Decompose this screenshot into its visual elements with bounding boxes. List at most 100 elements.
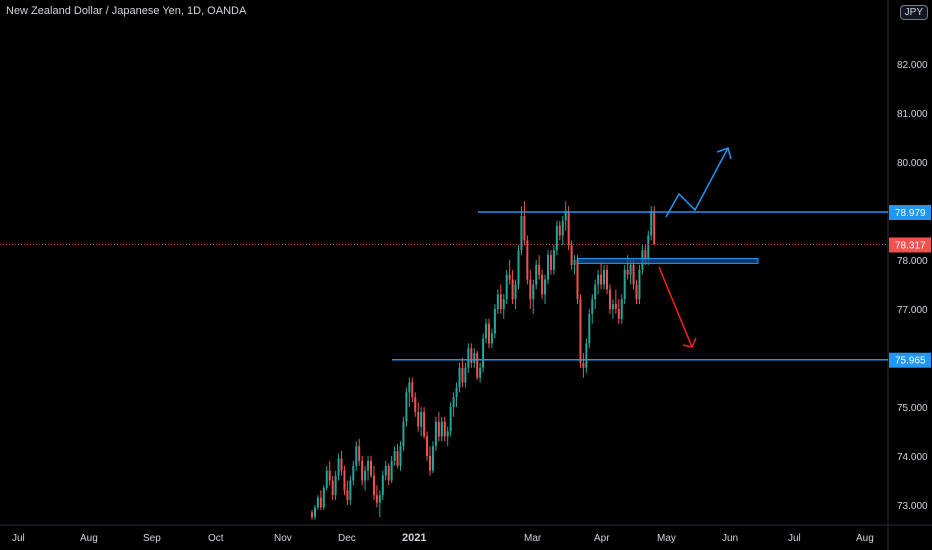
candle-body xyxy=(328,470,331,481)
candle xyxy=(434,416,437,452)
candle-body xyxy=(387,465,390,481)
bullish-arrow-head xyxy=(716,147,732,160)
candle xyxy=(464,362,467,388)
candle-body xyxy=(490,333,493,344)
candle-body xyxy=(313,507,316,518)
candle xyxy=(603,264,606,290)
candle-body xyxy=(375,495,378,503)
candle xyxy=(381,470,384,501)
candle-body xyxy=(594,284,597,300)
candle xyxy=(479,362,482,383)
x-tick-label: Aug xyxy=(80,533,98,544)
candle-body xyxy=(443,421,446,437)
y-tick-label: 73.000 xyxy=(897,501,928,512)
candle-body xyxy=(493,309,496,334)
price-label: 78.979 xyxy=(889,205,931,221)
candle xyxy=(334,470,337,501)
x-tick-label: Sep xyxy=(143,533,161,544)
candle xyxy=(496,289,499,314)
candle-body xyxy=(508,274,511,280)
candle xyxy=(511,269,514,305)
candle-body xyxy=(470,348,473,363)
candle xyxy=(552,245,555,275)
candle xyxy=(611,299,614,319)
candle-body xyxy=(405,392,408,422)
candle xyxy=(396,443,399,469)
candle-body xyxy=(623,269,626,300)
candle xyxy=(443,416,446,442)
candle-body xyxy=(570,245,573,265)
candle xyxy=(555,220,558,256)
candle-body xyxy=(479,367,482,378)
candle-body xyxy=(502,299,505,309)
bearish-arrow-line xyxy=(658,266,693,348)
candle xyxy=(564,201,567,231)
candle-body xyxy=(440,421,443,437)
candle-body xyxy=(316,497,319,508)
x-tick-label: Dec xyxy=(338,533,356,544)
candle xyxy=(390,456,393,483)
candle-body xyxy=(349,480,352,501)
candle-body xyxy=(635,284,638,300)
candle xyxy=(387,463,390,486)
x-tick-label: May xyxy=(657,533,676,544)
candle xyxy=(523,201,526,246)
candle xyxy=(567,206,570,251)
candle-body xyxy=(358,446,361,461)
candle-body xyxy=(552,250,555,270)
candle xyxy=(499,284,502,314)
candle xyxy=(340,451,343,476)
candle xyxy=(316,495,319,510)
candle xyxy=(343,465,346,496)
candle xyxy=(408,377,411,407)
candle-body xyxy=(564,211,567,221)
price-label: 78.317 xyxy=(889,237,931,253)
candle-body xyxy=(576,260,579,300)
candle xyxy=(361,456,364,486)
candle-body xyxy=(423,411,426,437)
candle xyxy=(311,509,313,520)
candle xyxy=(399,441,402,471)
candle xyxy=(488,318,490,349)
candle xyxy=(313,505,316,520)
candle xyxy=(597,269,600,295)
candle-body xyxy=(567,211,570,246)
candle-body xyxy=(653,211,656,245)
candle xyxy=(417,402,420,432)
candle xyxy=(319,490,322,510)
candle-body xyxy=(549,255,552,270)
candle xyxy=(375,485,378,508)
candle xyxy=(650,206,653,241)
candle-body xyxy=(496,294,499,309)
candle xyxy=(467,343,470,373)
candle xyxy=(608,284,611,314)
y-tick-label: 78.000 xyxy=(897,256,928,267)
candle-body xyxy=(340,458,343,471)
candle-body xyxy=(629,264,632,275)
candle xyxy=(346,480,349,505)
candle-body xyxy=(417,411,420,427)
candle xyxy=(352,460,355,486)
candle xyxy=(558,220,561,241)
candle-body xyxy=(414,397,417,412)
candle xyxy=(579,294,582,368)
candle xyxy=(367,456,370,481)
candle-body xyxy=(535,264,538,285)
candle xyxy=(517,245,520,290)
candle-body xyxy=(482,338,485,368)
supply-zone-rect xyxy=(577,258,759,264)
candle-body xyxy=(514,284,517,300)
candle-body xyxy=(331,480,334,496)
candle-body xyxy=(381,475,384,496)
candle-body xyxy=(558,225,561,236)
candle xyxy=(370,456,372,479)
candle-body xyxy=(311,512,313,518)
candle-body xyxy=(638,269,641,300)
candle-body xyxy=(372,475,375,496)
candle xyxy=(591,294,594,324)
candle xyxy=(458,362,461,393)
candle xyxy=(358,438,361,466)
candle xyxy=(635,279,638,305)
currency-button[interactable]: JPY xyxy=(899,5,928,20)
